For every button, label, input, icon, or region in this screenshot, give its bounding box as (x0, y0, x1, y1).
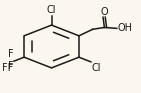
Text: OH: OH (117, 23, 132, 33)
Text: F: F (8, 49, 13, 59)
Text: O: O (100, 7, 108, 17)
Text: Cl: Cl (92, 63, 101, 73)
Text: F: F (8, 61, 13, 71)
Text: FF: FF (2, 63, 13, 73)
Text: Cl: Cl (47, 5, 56, 15)
